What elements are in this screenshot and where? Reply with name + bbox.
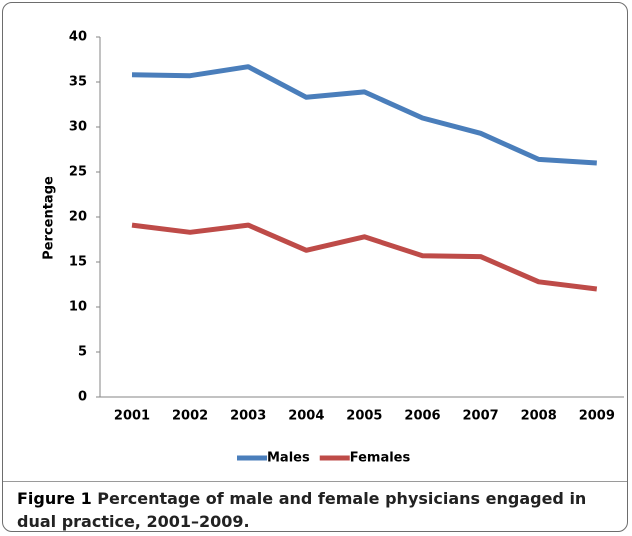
figure-label: Figure 1	[17, 489, 92, 508]
y-tick-label: 40	[69, 30, 87, 45]
x-tick-label: 2006	[404, 409, 440, 424]
y-axis-label: Percentage	[42, 176, 57, 260]
y-tick-label: 10	[69, 300, 87, 315]
x-tick-label: 2005	[346, 409, 382, 424]
legend-label: Females	[350, 451, 411, 466]
x-tick-label: 2002	[172, 409, 208, 424]
series-line	[131, 64, 597, 166]
legend-label: Males	[267, 451, 310, 466]
x-tick-label: 2008	[521, 409, 557, 424]
chart: Percentage 0 5 10 15 20 25 30 35 40 2001 2002 2003 2…	[42, 30, 624, 466]
x-tick-label: 2001	[114, 409, 150, 424]
y-tick-label: 35	[69, 75, 87, 90]
series-line	[131, 222, 598, 292]
y-tick-label: 0	[78, 390, 87, 405]
y-tick-label: 25	[69, 165, 87, 180]
x-tick-label: 2009	[579, 409, 615, 424]
x-tick-label: 2004	[288, 409, 324, 424]
x-tick-label: 2003	[230, 409, 266, 424]
x-tick-label: 2007	[463, 409, 499, 424]
figure-frame: Percentage 0 5 10 15 20 25 30 35 40 2001 2002 2003 2…	[2, 2, 628, 532]
y-tick-label: 15	[69, 255, 87, 270]
y-tick-label: 30	[69, 120, 87, 135]
y-tick-label: 5	[78, 345, 87, 360]
caption-text: Percentage of male and female physicians…	[17, 489, 587, 531]
caption: Figure 1 Percentage of male and female p…	[17, 487, 617, 531]
y-tick-label: 20	[69, 210, 87, 225]
separator	[3, 481, 627, 482]
